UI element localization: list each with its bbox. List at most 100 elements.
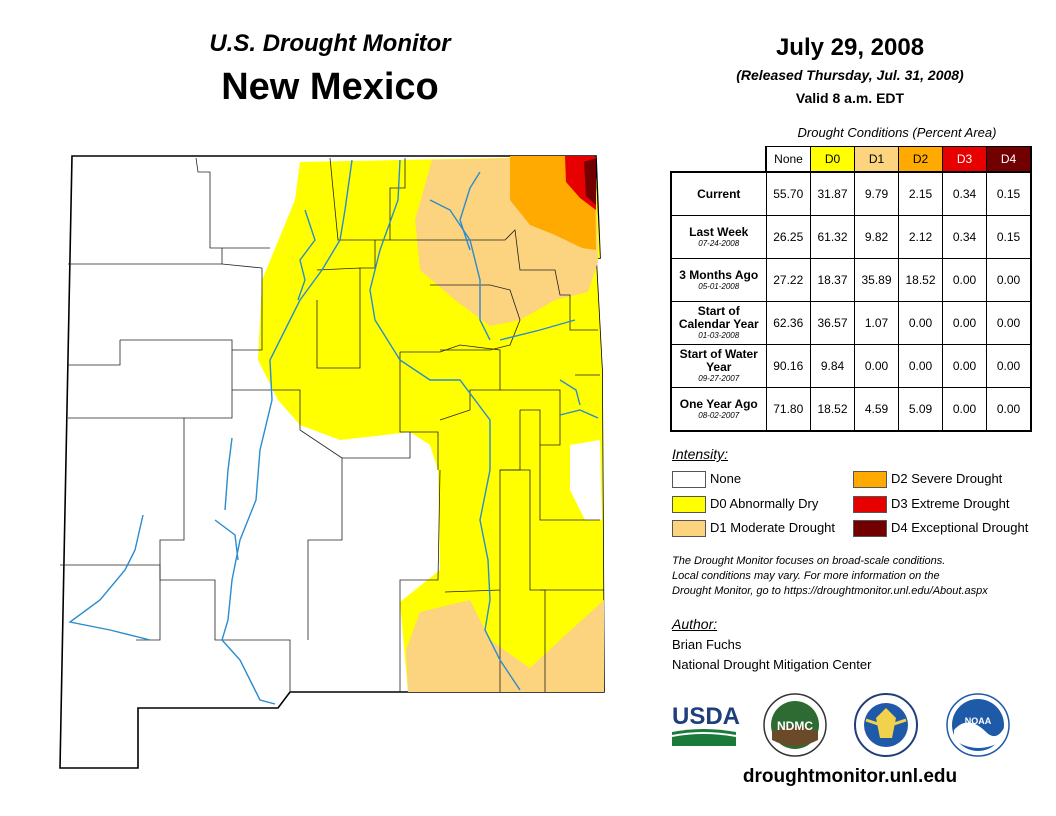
legend-swatch bbox=[853, 520, 887, 537]
table-cell: 31.87 bbox=[810, 171, 855, 216]
usda-logo-text: USDA bbox=[672, 703, 740, 730]
row-label: 3 Months Ago bbox=[679, 267, 759, 282]
row-date: 09-27-2007 bbox=[698, 374, 740, 383]
noaa-logo: NOAA bbox=[946, 693, 1010, 757]
website-link[interactable]: droughtmonitor.unl.edu bbox=[742, 766, 958, 787]
agency-logos: USDA NDMC NOAA bbox=[671, 693, 1010, 757]
table-cell: 1.07 bbox=[854, 301, 899, 345]
row-date: 05-01-2008 bbox=[698, 281, 740, 291]
table-cell: 0.15 bbox=[986, 215, 1032, 259]
legend-label: D1 Moderate Drought bbox=[710, 520, 836, 535]
table-cell: 5.09 bbox=[898, 387, 943, 432]
noaa-logo-text: NOAA bbox=[965, 716, 992, 726]
drought-map bbox=[59, 155, 605, 769]
row-label: Last Week bbox=[689, 224, 749, 239]
ndmc-logo: NDMC bbox=[763, 693, 827, 757]
table-caption: Drought Conditions (Percent Area) bbox=[797, 125, 997, 140]
table-cell: 0.00 bbox=[898, 301, 943, 345]
legend-title: Intensity: bbox=[672, 446, 729, 462]
table-cell: 4.59 bbox=[854, 387, 899, 432]
usda-logo: USDA bbox=[671, 703, 740, 746]
author-name: Brian Fuchs bbox=[672, 637, 742, 652]
table-row: Last Week 07-24-2008 26.25 61.32 9.82 2.1… bbox=[670, 215, 1032, 259]
table-cell: 0.34 bbox=[942, 215, 987, 259]
table-cell: 0.00 bbox=[854, 344, 899, 388]
table-cell: 0.34 bbox=[942, 171, 987, 216]
table-row: Current 55.70 31.87 9.79 2.15 0.34 0.15 bbox=[670, 171, 1032, 216]
legend-label: D0 Abnormally Dry bbox=[710, 496, 819, 511]
release-date: (Released Thursday, Jul. 31, 2008) bbox=[736, 67, 964, 83]
legend-swatch bbox=[672, 496, 706, 513]
d1-area-southeast bbox=[406, 600, 604, 692]
legend-swatch bbox=[853, 496, 887, 513]
table-cell: 35.89 bbox=[854, 258, 899, 302]
drought-conditions-table: None D0 D1 D2 D3 D4 Current 55.70 31.87 … bbox=[670, 146, 1032, 432]
legend-swatch bbox=[853, 471, 887, 488]
table-cell: 0.00 bbox=[986, 344, 1032, 388]
table-cell: 26.25 bbox=[765, 215, 811, 259]
table-cell: 18.52 bbox=[810, 387, 855, 432]
none-area-southeast bbox=[570, 440, 602, 520]
disclaimer-note: The Drought Monitor focuses on broad-sca… bbox=[672, 554, 1052, 599]
state-title: New Mexico bbox=[221, 66, 439, 108]
row-date: 08-02-2007 bbox=[698, 410, 740, 420]
legend-swatch bbox=[672, 471, 706, 488]
row-label: Start of Water Year bbox=[679, 347, 758, 374]
note-line: Drought Monitor, go to https://droughtmo… bbox=[672, 585, 988, 597]
table-row: Start of Calendar Year 01-03-2008 62.36 3… bbox=[670, 301, 1032, 345]
table-cell: 0.00 bbox=[942, 301, 987, 345]
col-header-d2: D2 bbox=[898, 146, 943, 173]
ndmc-logo-text: NDMC bbox=[777, 719, 813, 733]
col-header-none: None bbox=[765, 146, 811, 173]
rivers bbox=[68, 159, 599, 705]
table-cell: 18.52 bbox=[898, 258, 943, 302]
table-cell: 27.22 bbox=[765, 258, 811, 302]
note-line: Local conditions may vary. For more info… bbox=[672, 570, 940, 582]
table-cell: 61.32 bbox=[810, 215, 855, 259]
table-cell: 2.15 bbox=[898, 171, 943, 216]
col-header-d0: D0 bbox=[810, 146, 855, 173]
table-cell: 2.12 bbox=[898, 215, 943, 259]
legend-label: D4 Exceptional Drought bbox=[891, 520, 1029, 535]
table-cell: 9.82 bbox=[854, 215, 899, 259]
table-row: 3 Months Ago 05-01-2008 27.22 18.37 35.89… bbox=[670, 258, 1032, 302]
county-lines bbox=[60, 157, 604, 692]
col-header-d3: D3 bbox=[942, 146, 987, 173]
table-row: Start of Water Year 09-27-2007 90.16 9.84… bbox=[670, 344, 1032, 388]
commerce-seal-logo bbox=[854, 693, 918, 757]
table-cell: 0.00 bbox=[986, 301, 1032, 345]
table-cell: 0.15 bbox=[986, 171, 1032, 216]
table-cell: 62.36 bbox=[765, 301, 811, 345]
table-cell: 36.57 bbox=[810, 301, 855, 345]
col-header-d1: D1 bbox=[854, 146, 899, 173]
legend-swatch bbox=[672, 520, 706, 537]
row-label: Current bbox=[697, 186, 741, 201]
table-cell: 9.79 bbox=[854, 171, 899, 216]
map-subtitle: U.S. Drought Monitor bbox=[209, 30, 451, 57]
row-date: 07-24-2008 bbox=[698, 238, 740, 248]
table-cell: 0.00 bbox=[942, 258, 987, 302]
legend-label: D2 Severe Drought bbox=[891, 471, 1003, 486]
table-cell: 0.00 bbox=[942, 387, 987, 432]
table-cell: 90.16 bbox=[765, 344, 811, 388]
col-header-d4: D4 bbox=[986, 146, 1032, 173]
table-cell: 0.00 bbox=[898, 344, 943, 388]
row-date: 01-03-2008 bbox=[698, 331, 740, 340]
table-cell: 0.00 bbox=[986, 258, 1032, 302]
author-organization: National Drought Mitigation Center bbox=[672, 657, 872, 672]
table-cell: 0.00 bbox=[942, 344, 987, 388]
table-cell: 71.80 bbox=[765, 387, 811, 432]
d4-area bbox=[584, 158, 596, 205]
note-line: The Drought Monitor focuses on broad-sca… bbox=[672, 555, 946, 567]
author-heading: Author: bbox=[672, 616, 718, 632]
table-row: One Year Ago 08-02-2007 71.80 18.52 4.59 … bbox=[670, 387, 1032, 432]
table-cell: 0.00 bbox=[986, 387, 1032, 432]
row-label: One Year Ago bbox=[679, 396, 758, 411]
legend-label: D3 Extreme Drought bbox=[891, 496, 1010, 511]
legend-label: None bbox=[710, 471, 742, 486]
row-label: Start of Calendar Year bbox=[678, 304, 759, 331]
table-cell: 18.37 bbox=[810, 258, 855, 302]
valid-date: July 29, 2008 bbox=[775, 34, 925, 61]
table-cell: 9.84 bbox=[810, 344, 855, 388]
valid-time: Valid 8 a.m. EDT bbox=[795, 90, 905, 106]
